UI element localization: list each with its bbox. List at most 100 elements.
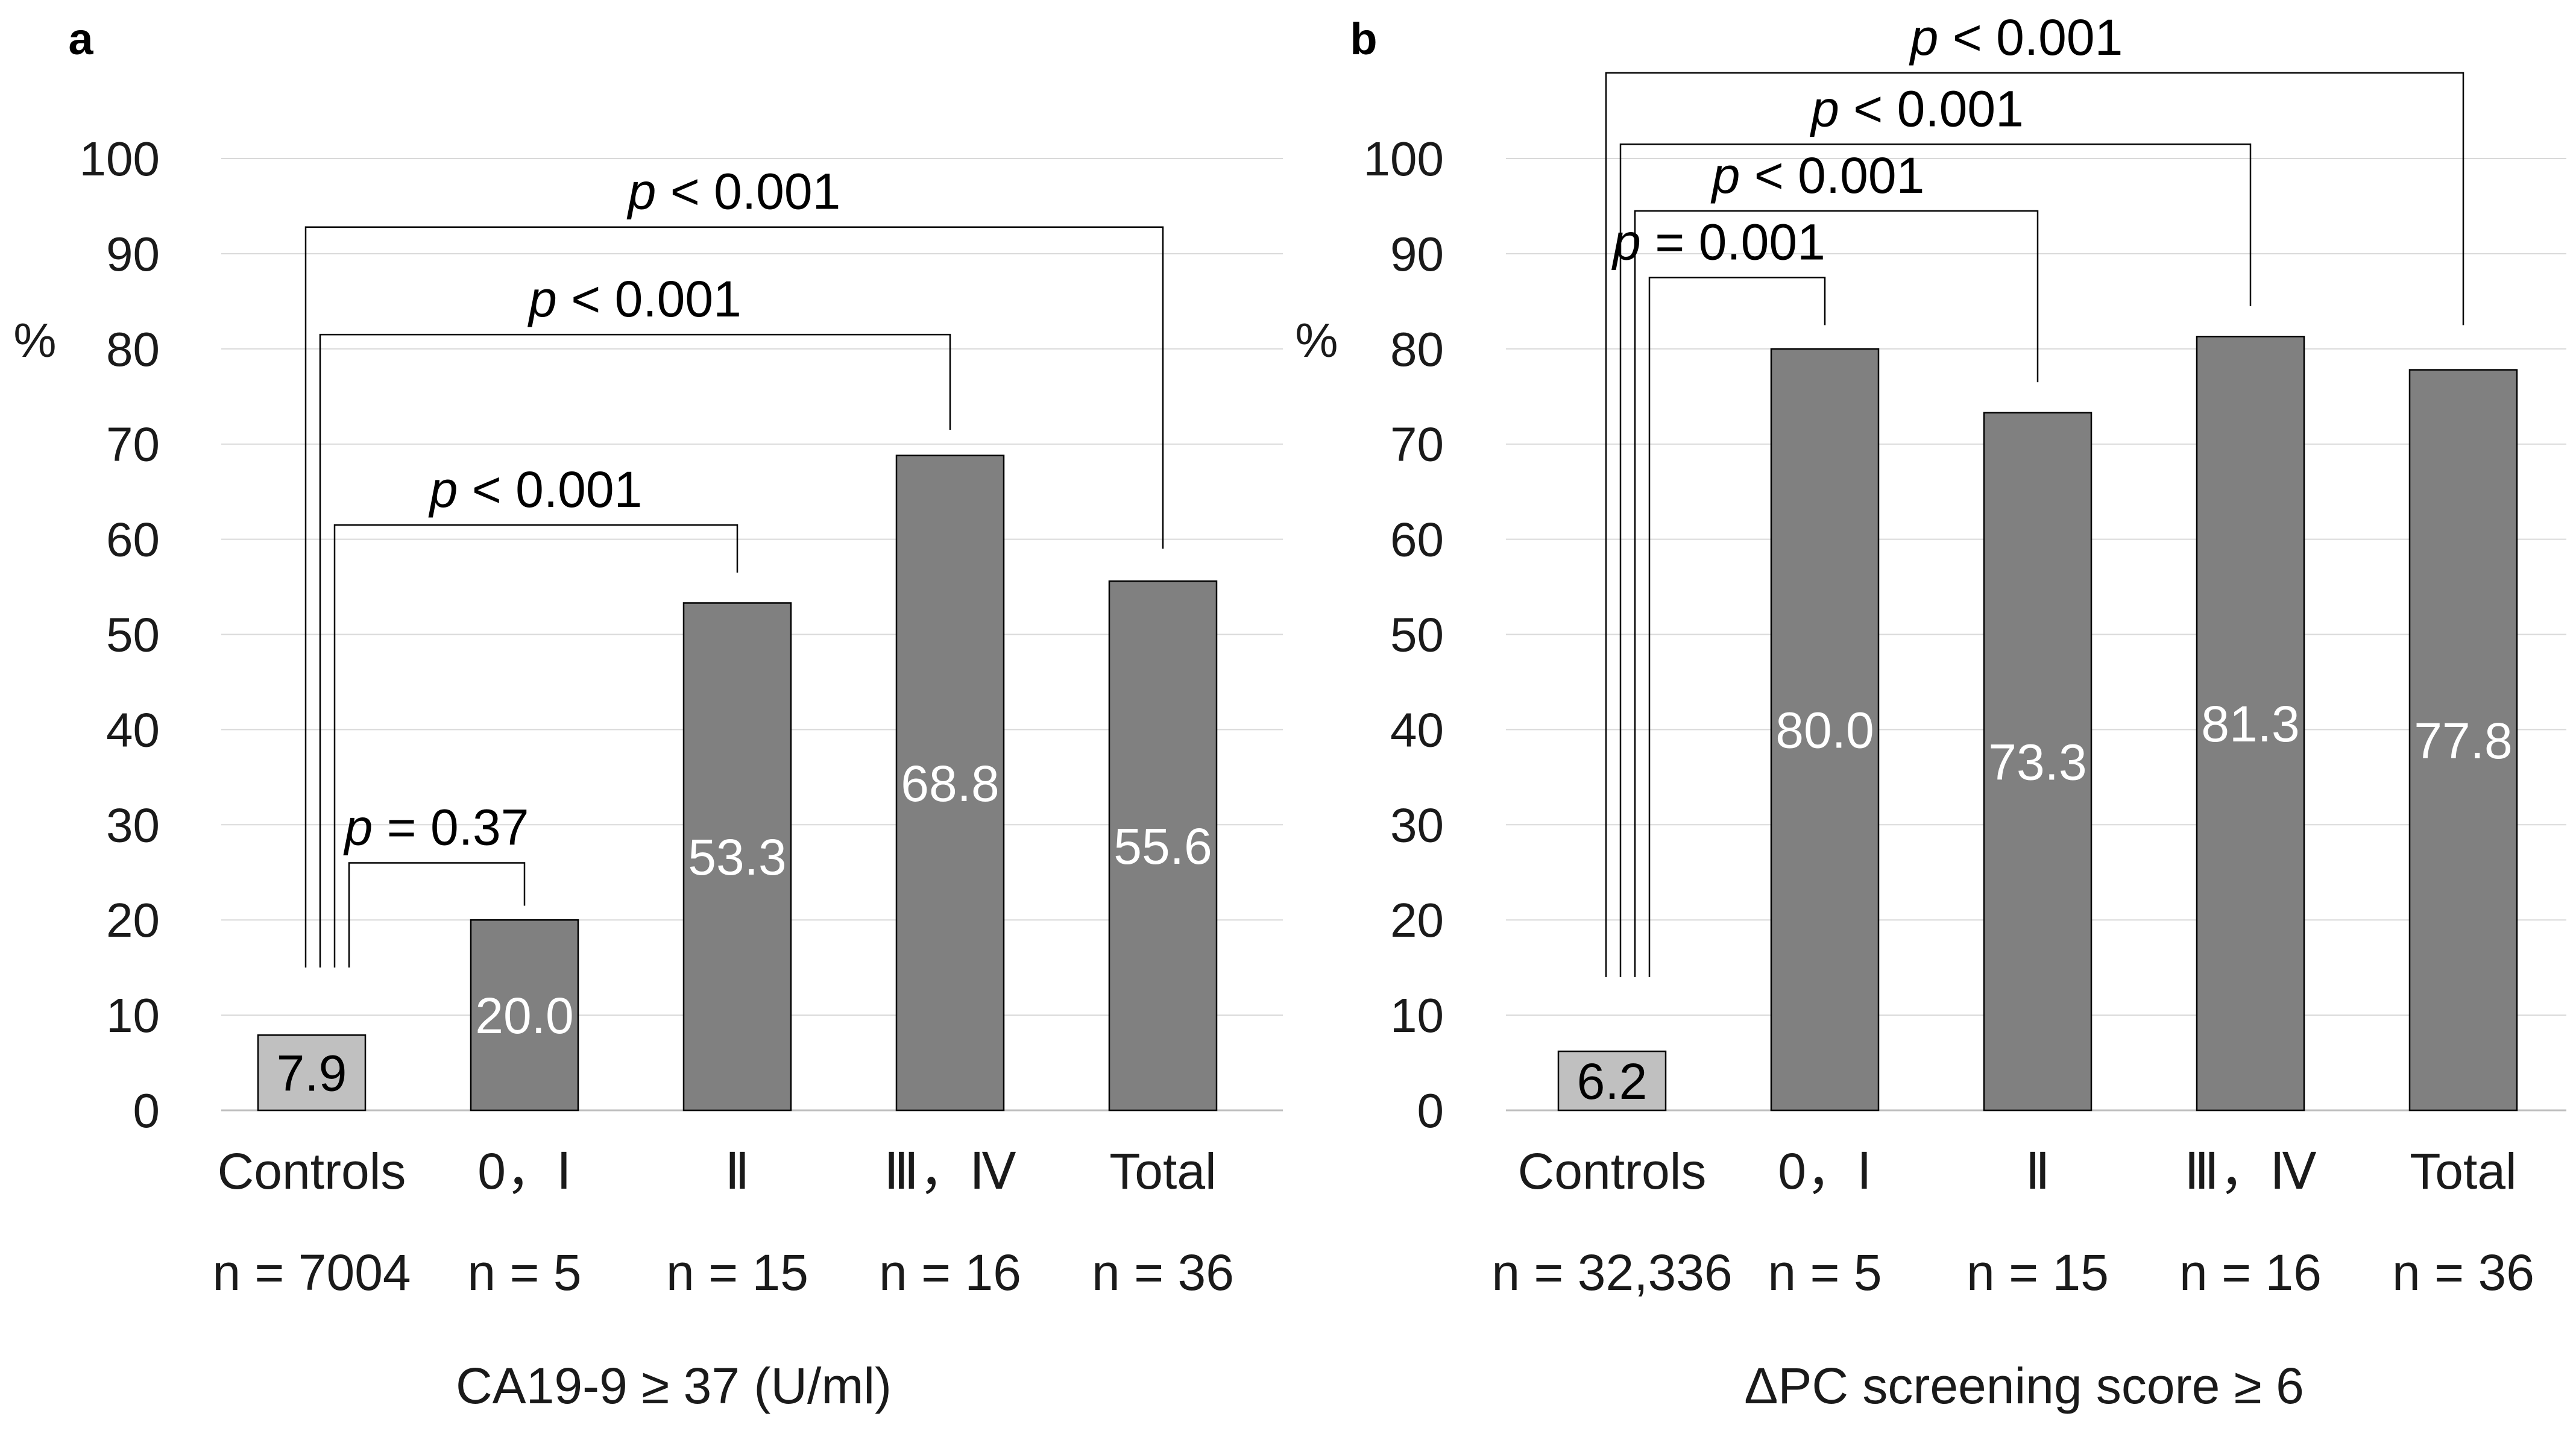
category-label: Ⅱ bbox=[725, 1143, 749, 1200]
bar bbox=[682, 602, 792, 1112]
significance-bracket bbox=[319, 333, 951, 968]
category-label: Controls bbox=[1518, 1143, 1707, 1200]
y-tick-label: 100 bbox=[1364, 132, 1444, 186]
p-symbol: p bbox=[626, 163, 657, 220]
n-label: n = 16 bbox=[2179, 1244, 2322, 1301]
y-tick-label: 10 bbox=[106, 989, 160, 1042]
y-tick-label: 80 bbox=[106, 322, 160, 376]
bar bbox=[2408, 369, 2518, 1112]
p-value-text: < 0.001 bbox=[458, 461, 642, 518]
y-tick-label: 30 bbox=[1390, 798, 1444, 852]
p-value-text: = 0.37 bbox=[373, 799, 529, 855]
bar-value-label: 7.9 bbox=[277, 1045, 347, 1102]
y-tick-label: 50 bbox=[1390, 608, 1444, 662]
bar bbox=[2196, 336, 2305, 1112]
significance-bracket bbox=[1605, 72, 2464, 977]
bar bbox=[895, 454, 1005, 1112]
p-symbol: p bbox=[1611, 213, 1641, 270]
y-tick-label: 80 bbox=[1390, 322, 1444, 376]
p-value-text: < 0.001 bbox=[557, 271, 742, 327]
category-label: Controls bbox=[218, 1143, 406, 1200]
significance-bracket bbox=[1648, 277, 1826, 977]
n-label: n = 15 bbox=[666, 1244, 808, 1301]
category-label: 0，Ⅰ bbox=[1778, 1143, 1872, 1200]
p-symbol: p bbox=[527, 271, 557, 327]
category-label: Total bbox=[2410, 1143, 2516, 1200]
category-label: Ⅲ，Ⅳ bbox=[2184, 1143, 2316, 1200]
y-tick-label: 20 bbox=[106, 893, 160, 947]
y-tick-label: 40 bbox=[106, 703, 160, 756]
p-value-label: p < 0.001 bbox=[1710, 147, 1925, 204]
y-tick-label: 0 bbox=[1417, 1084, 1444, 1137]
bar bbox=[1983, 412, 2093, 1112]
bar bbox=[1108, 580, 1218, 1112]
bar-value-label: 80.0 bbox=[1775, 702, 1874, 758]
bar-value-label: 77.8 bbox=[2414, 712, 2513, 769]
y-axis-label: % bbox=[13, 313, 56, 367]
p-value-label: p < 0.001 bbox=[1909, 9, 2123, 66]
y-tick-label: 20 bbox=[1390, 893, 1444, 947]
p-value-text: < 0.001 bbox=[1938, 9, 2123, 66]
y-tick-label: 60 bbox=[1390, 513, 1444, 567]
significance-bracket bbox=[348, 862, 526, 968]
p-value-label: p < 0.001 bbox=[626, 163, 841, 220]
significance-bracket bbox=[304, 226, 1164, 968]
x-axis-title: CA19-9 ≥ 37 (U/ml) bbox=[456, 1357, 892, 1414]
panel-a: a 0 10 20 30 40 50 60 70 80 90 100% 7.9 20.0 53.3 68.8 5… bbox=[13, 14, 1283, 1414]
y-tick-label: 60 bbox=[106, 513, 160, 567]
significance-bracket bbox=[1619, 143, 2252, 977]
bar bbox=[1770, 348, 1880, 1112]
p-symbol: p bbox=[1809, 80, 1839, 137]
p-value-label: p < 0.001 bbox=[428, 461, 643, 518]
n-label: n = 5 bbox=[1768, 1244, 1882, 1301]
bar bbox=[1557, 1050, 1667, 1112]
p-symbol: p bbox=[1909, 9, 1939, 66]
y-tick-label: 100 bbox=[80, 132, 160, 186]
bar-value-label: 73.3 bbox=[1988, 734, 2087, 790]
y-tick-label: 70 bbox=[106, 418, 160, 471]
y-tick-label: 10 bbox=[1390, 989, 1444, 1042]
bar bbox=[470, 919, 579, 1112]
p-value-label: p < 0.001 bbox=[527, 271, 742, 327]
significance-bracket bbox=[333, 524, 738, 968]
n-label: n = 36 bbox=[1092, 1244, 1234, 1301]
category-label: Ⅱ bbox=[2025, 1143, 2050, 1200]
panel-label: a bbox=[68, 14, 93, 64]
bar-value-label: 68.8 bbox=[901, 755, 1000, 812]
p-value-label: p < 0.001 bbox=[1809, 80, 2024, 137]
p-value-label: p = 0.37 bbox=[343, 799, 529, 855]
n-label: n = 16 bbox=[879, 1244, 1021, 1301]
category-label: Ⅲ，Ⅳ bbox=[884, 1143, 1016, 1200]
p-symbol: p bbox=[343, 799, 373, 855]
y-axis-label: % bbox=[1295, 313, 1338, 367]
n-label: n = 32,336 bbox=[1491, 1244, 1732, 1301]
n-label: n = 5 bbox=[467, 1244, 581, 1301]
y-tick-label: 40 bbox=[1390, 703, 1444, 756]
panel-b: b 0 10 20 30 40 50 60 70 80 90 100% 6.2 80.0 73.3 81.3 7… bbox=[1295, 9, 2566, 1414]
bar-value-label: 20.0 bbox=[475, 987, 574, 1044]
y-tick-label: 90 bbox=[1390, 227, 1444, 281]
p-value-text: < 0.001 bbox=[656, 163, 840, 220]
bar-value-label: 55.6 bbox=[1113, 818, 1212, 875]
category-label: 0，Ⅰ bbox=[477, 1143, 572, 1200]
category-label: Total bbox=[1109, 1143, 1216, 1200]
n-label: n = 7004 bbox=[212, 1244, 411, 1301]
p-symbol: p bbox=[1710, 147, 1740, 204]
y-tick-label: 70 bbox=[1390, 418, 1444, 471]
p-value-text: < 0.001 bbox=[1740, 147, 1924, 204]
y-tick-label: 90 bbox=[106, 227, 160, 281]
p-value-text: < 0.001 bbox=[1839, 80, 2024, 137]
n-label: n = 15 bbox=[1967, 1244, 2109, 1301]
n-label: n = 36 bbox=[2392, 1244, 2534, 1301]
y-tick-label: 0 bbox=[133, 1084, 160, 1137]
y-tick-label: 50 bbox=[106, 608, 160, 662]
p-symbol: p bbox=[428, 461, 458, 518]
p-value-label: p = 0.001 bbox=[1611, 213, 1825, 270]
p-value-text: = 0.001 bbox=[1641, 213, 1825, 270]
y-tick-label: 30 bbox=[106, 798, 160, 852]
panel-label: b bbox=[1350, 14, 1377, 64]
bar-value-label: 53.3 bbox=[688, 829, 787, 885]
bar-value-label: 6.2 bbox=[1577, 1053, 1648, 1110]
significance-bracket bbox=[1634, 210, 2039, 977]
